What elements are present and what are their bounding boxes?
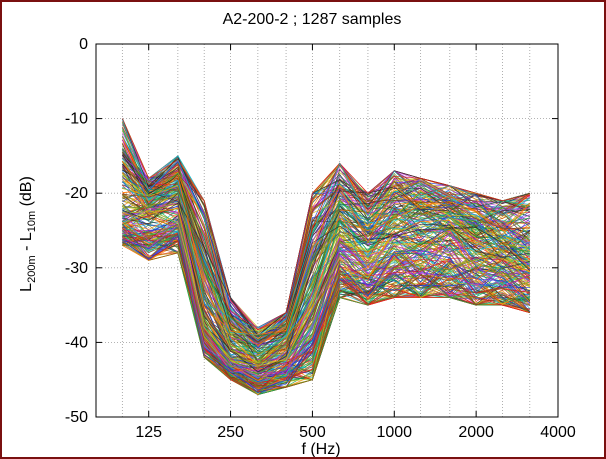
x-tick-label: 500 [299,424,326,441]
y-tick-label: -50 [65,409,88,426]
x-tick-label: 2000 [458,424,494,441]
x-axis-label: f (Hz) [301,441,340,457]
series-line [122,203,530,365]
y-label-middle: - L [18,232,35,255]
series-line [122,195,530,379]
series-line [122,187,530,343]
series-line [122,230,531,396]
y-tick-label: -10 [65,111,88,128]
series-line [122,206,531,375]
series-line [122,227,530,388]
series-line [122,161,530,349]
chart-title: A2-200-2 ; 1287 samples [223,11,402,28]
series-line [122,164,530,337]
y-axis-label: L200m - L10m (dB) [18,176,38,292]
y-label-sub-10m: 10m [26,211,38,232]
x-tick-label: 1000 [376,424,412,441]
series-line [122,154,530,351]
x-tick-label: 4000 [540,424,576,441]
series-line [122,118,530,336]
series-line [122,208,530,364]
series-line [122,172,531,367]
series-line [122,215,531,372]
series-line [122,226,531,388]
plot-frame [95,43,559,418]
series-line [122,118,530,331]
x-tick-label: 250 [217,424,244,441]
y-tick-label: 0 [79,36,88,53]
y-label-unit: (dB) [18,176,35,211]
series-line [122,209,531,367]
y-tick-label: -30 [65,260,88,277]
series-line [122,128,530,337]
y-tick-label: -20 [65,185,88,202]
series-line [122,224,530,377]
series-lines [122,118,531,396]
series-line [122,167,530,341]
axes: 0 -10 -20 -30 -40 -50 125 250 500 1000 2000 4000 [65,36,576,441]
x-tick-label: 125 [135,424,162,441]
y-tick-label: -40 [65,334,88,351]
series-line [122,179,530,353]
series-line [122,160,531,335]
y-label-sub-200m: 200m [26,255,38,283]
y-label-base: L [18,283,35,292]
series-line [122,191,530,363]
series-line [122,235,530,391]
series-line [122,202,531,373]
series-line [122,172,530,332]
series-line [122,202,531,368]
series-line [122,174,530,348]
